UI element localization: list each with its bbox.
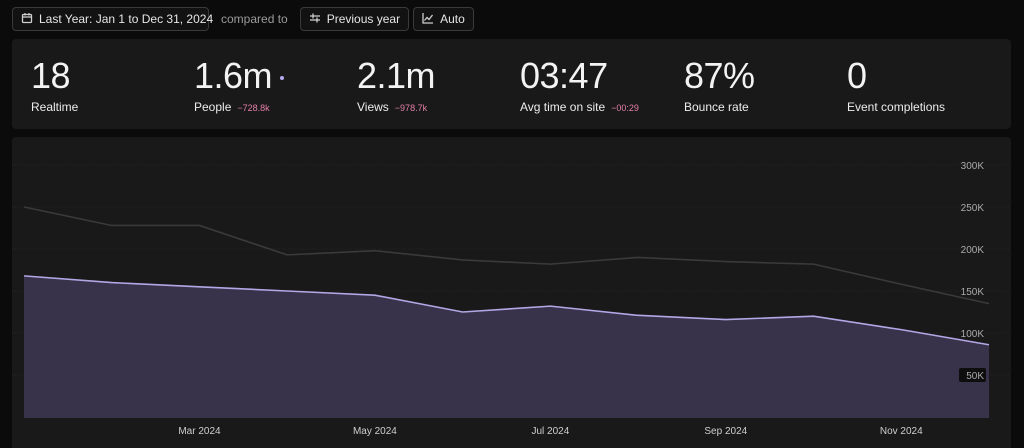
stat-label: Bounce rate xyxy=(684,100,749,114)
interval-button[interactable]: Auto xyxy=(413,7,474,31)
stat-people[interactable]: 1.6m People −728.8k xyxy=(194,55,285,114)
previous-period-line xyxy=(23,206,990,305)
y-tick-label: 250K xyxy=(961,203,985,214)
chart-panel: 300K 250K 200K 150K 100K 50K Mar 2024 May 2024 J… xyxy=(12,137,1011,448)
stat-label: Realtime xyxy=(31,100,79,114)
x-tick-label: May 2024 xyxy=(353,426,397,437)
stat-delta: −00:29 xyxy=(611,103,639,113)
stat-views[interactable]: 2.1m Views −978.7k xyxy=(357,55,436,115)
stat-realtime[interactable]: 18 Realtime xyxy=(31,55,79,115)
comparison-label: Previous year xyxy=(326,12,401,26)
stat-delta: −978.7k xyxy=(394,103,428,113)
y-tick-label: 100K xyxy=(961,329,985,340)
calendar-icon xyxy=(21,12,33,27)
stat-delta: −728.8k xyxy=(237,103,270,113)
interval-label: Auto xyxy=(440,12,465,26)
x-tick-label: Mar 2024 xyxy=(178,426,221,437)
traffic-chart[interactable]: 300K 250K 200K 150K 100K 50K Mar 2024 May 2024 J… xyxy=(12,137,1011,448)
y-tick-label-bg xyxy=(959,368,986,382)
x-tick-label: Sep 2024 xyxy=(704,426,747,437)
date-range-button[interactable]: Last Year: Jan 1 to Dec 31, 2024 xyxy=(12,7,213,31)
compared-to-label: compared to xyxy=(221,12,288,26)
stat-value: 2.1m xyxy=(357,55,436,96)
stat-value: 03:47 xyxy=(520,55,608,96)
stat-value: 0 xyxy=(847,55,867,96)
x-tick-label: Jul 2024 xyxy=(531,426,569,437)
stat-value: 1.6m xyxy=(194,55,273,96)
stat-label: Views xyxy=(357,100,389,114)
y-tick-label: 200K xyxy=(961,245,985,256)
line-chart-icon xyxy=(422,12,434,27)
stat-avg-time[interactable]: 03:47 Avg time on site −00:29 xyxy=(520,55,639,115)
stat-label: Event completions xyxy=(847,100,946,114)
stat-bounce-rate[interactable]: 87% Bounce rate xyxy=(684,55,755,115)
stat-label: People xyxy=(194,100,232,114)
y-tick-label: 50K xyxy=(966,371,984,382)
date-range-label: Last Year: Jan 1 to Dec 31, 2024 xyxy=(39,12,214,26)
toolbar: Last Year: Jan 1 to Dec 31, 2024 compare… xyxy=(12,7,474,31)
stat-label: Avg time on site xyxy=(520,100,606,114)
comparison-button[interactable]: Previous year xyxy=(299,7,410,31)
current-period-area xyxy=(24,275,989,418)
stats-panel: 18 Realtime 1.6m People −728.8k 2.1m View… xyxy=(12,39,1011,129)
live-dot-icon xyxy=(280,76,285,80)
compare-arrows-icon xyxy=(309,12,321,27)
y-tick-label: 150K xyxy=(961,287,985,298)
y-tick-label: 300K xyxy=(961,161,985,172)
stat-value: 18 xyxy=(31,55,71,96)
current-period-line xyxy=(23,275,990,346)
stat-event-completions[interactable]: 0 Event completions xyxy=(847,55,946,115)
stat-value: 87% xyxy=(684,55,755,96)
x-tick-label: Nov 2024 xyxy=(880,426,923,437)
